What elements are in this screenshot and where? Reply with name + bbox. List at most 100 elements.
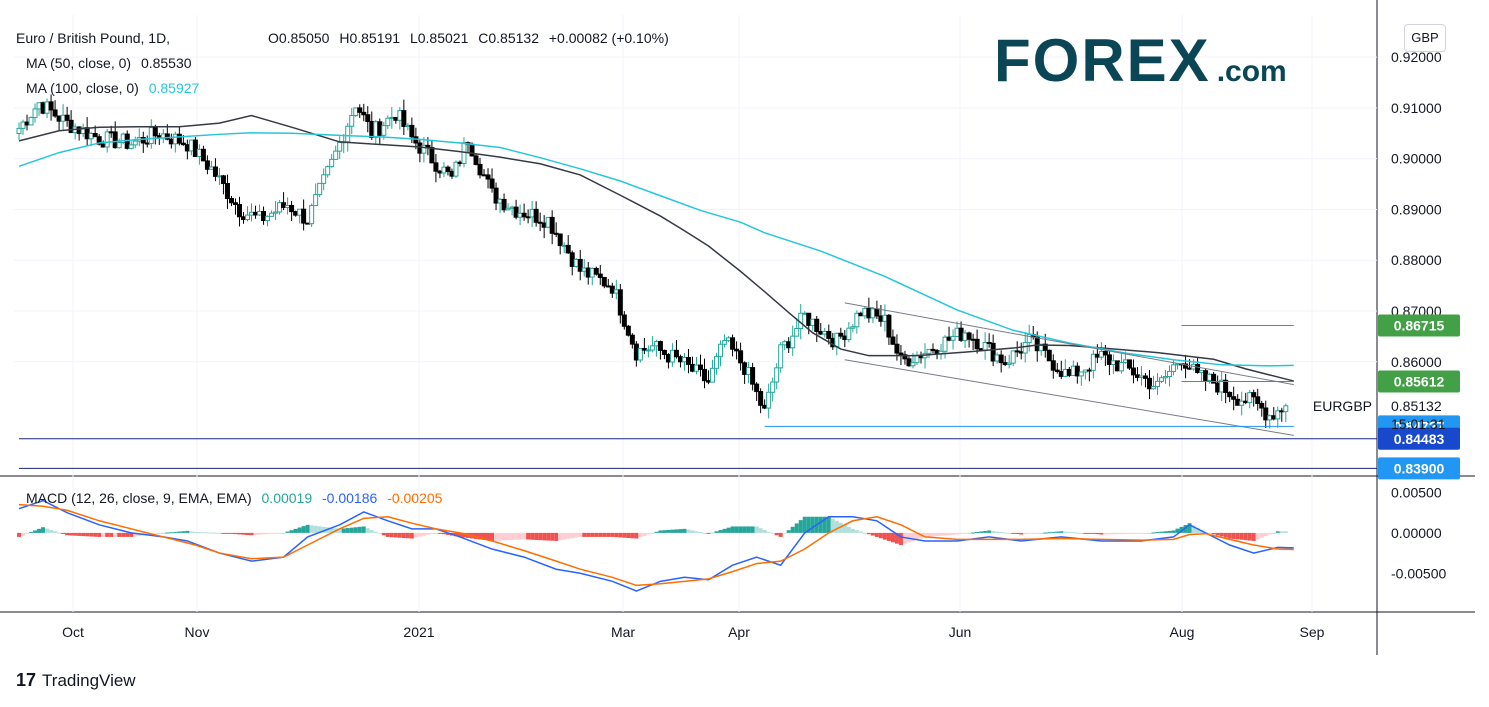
macd-histogram-bar <box>494 532 499 541</box>
macd-label: MACD (12, 26, close, 9, EMA, EMA) <box>26 490 252 506</box>
candle-body <box>365 114 371 122</box>
candle-body <box>946 336 952 341</box>
macd-histogram-bar <box>21 532 26 536</box>
macd-histogram-bar <box>361 526 366 533</box>
candle-body <box>128 144 134 149</box>
candle-body <box>782 341 788 346</box>
candle-body <box>389 116 395 119</box>
candle-body <box>337 141 343 152</box>
candle-body <box>1014 350 1020 353</box>
tradingview-branding[interactable]: 17 TradingView <box>16 670 136 691</box>
macd-histogram-bar <box>101 532 106 537</box>
candle-body <box>1251 392 1257 398</box>
candle-body <box>734 348 740 352</box>
candle-body <box>112 131 118 149</box>
macd-histogram-bar <box>987 530 992 533</box>
macd-histogram-bar <box>1051 531 1056 533</box>
macd-histogram-bar <box>550 532 555 541</box>
ma100-line <box>18 132 1294 367</box>
candle-body <box>906 358 912 367</box>
macd-histogram-bar <box>173 531 178 533</box>
macd-histogram-bar <box>389 532 394 538</box>
macd-histogram-bar <box>734 526 739 533</box>
macd-histogram-bar <box>129 532 134 537</box>
macd-histogram-bar <box>914 532 919 540</box>
macd-histogram-bar <box>1091 532 1096 534</box>
macd-histogram-bar <box>830 518 835 533</box>
macd-histogram-bar <box>774 532 779 536</box>
candle-body <box>200 148 206 162</box>
macd-histogram-bar <box>758 528 763 533</box>
macd-histogram-bar <box>225 532 230 534</box>
candle-body <box>1102 351 1108 356</box>
macd-histogram-bar <box>1007 532 1012 534</box>
candle-body <box>990 342 996 362</box>
candle-body <box>361 111 367 116</box>
macd-histogram-bar <box>718 530 723 533</box>
candle-body <box>669 349 675 363</box>
candle-body <box>950 335 956 341</box>
macd-histogram-bar <box>730 526 735 533</box>
candle-body <box>1086 369 1092 372</box>
macd-histogram-bar <box>939 532 944 536</box>
candle-body <box>64 114 70 121</box>
candle-body <box>561 244 567 247</box>
candle-body <box>974 338 980 350</box>
macd-histogram-bar <box>1283 531 1288 533</box>
macd-histogram-bar <box>634 532 639 539</box>
candle-body <box>1142 375 1148 379</box>
macd-histogram-bar <box>329 527 334 533</box>
candle-body <box>577 258 583 272</box>
macd-histogram-bar <box>967 532 972 534</box>
candle-body <box>56 115 62 122</box>
macd-histogram-bar <box>397 532 402 538</box>
macd-histogram-bar <box>602 532 607 537</box>
macd-histogram-bar <box>385 532 390 537</box>
macd-histogram-bar <box>65 532 70 536</box>
macd-histogram-bar <box>862 532 867 534</box>
candle-body <box>317 182 323 196</box>
macd-histogram-bar <box>486 532 491 541</box>
macd-histogram-bar <box>622 532 627 538</box>
macd-histogram-bar <box>273 532 278 534</box>
candle-body <box>718 343 724 358</box>
time-tick-label: Mar <box>611 624 635 640</box>
macd-histogram-bar <box>1195 527 1200 533</box>
macd-histogram-bar <box>722 528 727 533</box>
macd-histogram-bar <box>1167 530 1172 533</box>
macd-histogram-bar <box>678 529 683 533</box>
candle-body <box>485 174 491 180</box>
candle-body <box>726 337 732 342</box>
macd-histogram-bar <box>866 532 871 535</box>
macd-histogram-bar <box>433 532 438 534</box>
macd-histogram-bar <box>1255 532 1260 540</box>
candle-body <box>204 160 210 170</box>
candle-body <box>625 325 631 336</box>
candle-body <box>581 267 587 272</box>
candle-body <box>746 367 752 375</box>
candle-body <box>285 204 291 208</box>
macd-histogram-bar <box>698 532 703 534</box>
candle-body <box>1203 370 1209 381</box>
ohlc-high: H0.85191 <box>339 30 401 46</box>
macd-histogram-bar <box>165 532 170 534</box>
macd-histogram-bar <box>886 532 891 541</box>
macd-histogram-bar <box>121 532 126 537</box>
macd-histogram-bar <box>41 527 46 533</box>
candle-body <box>473 155 479 165</box>
currency-button[interactable]: GBP <box>1404 24 1446 52</box>
candle-body <box>1098 351 1104 358</box>
macd-histogram-bar <box>309 525 314 533</box>
channel-line <box>844 359 1294 436</box>
candle-body <box>930 348 936 352</box>
macd-histogram-bar <box>1019 532 1024 535</box>
macd-histogram-bar <box>710 532 715 534</box>
macd-histogram-bar <box>882 532 887 540</box>
candle-body <box>890 336 896 345</box>
candle-body <box>369 120 375 138</box>
candle-body <box>1042 343 1048 351</box>
macd-histogram-bar <box>237 532 242 535</box>
candle-body <box>36 102 42 110</box>
countdown-timer: 15:01:31 <box>1391 416 1446 432</box>
